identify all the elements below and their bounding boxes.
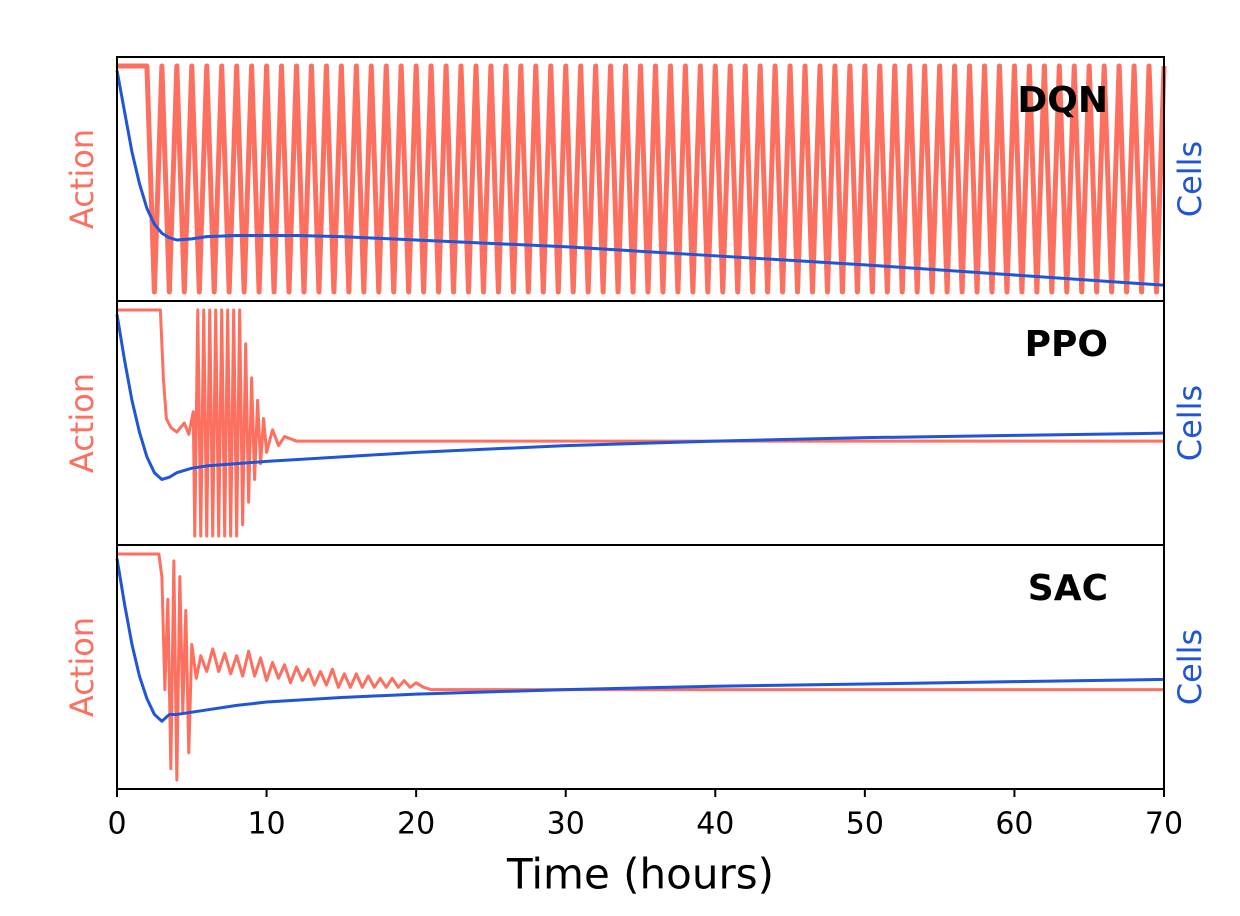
- panel-title: DQN: [1017, 80, 1108, 121]
- y2-axis-label: Cells: [1171, 385, 1209, 461]
- x-tick-label: 10: [247, 807, 285, 842]
- y-axis-label: Action: [63, 373, 101, 473]
- data-line: [117, 552, 1164, 782]
- panel-title: PPO: [1025, 324, 1108, 365]
- data-line: [115, 70, 1165, 287]
- data-line: [117, 63, 1167, 295]
- x-tick-label: 0: [107, 807, 126, 842]
- panel-frame: [116, 544, 1165, 790]
- data-line: [117, 308, 1164, 538]
- y2-axis-label: Cells: [1171, 141, 1209, 217]
- x-tick-label: 20: [397, 807, 435, 842]
- data-line: [115, 314, 1165, 481]
- x-axis-label: Time (hours): [506, 850, 774, 899]
- x-tick-label: 70: [1145, 807, 1183, 842]
- y-axis-label: Action: [63, 617, 101, 717]
- x-tick-label: 30: [547, 807, 585, 842]
- y-axis-label: Action: [63, 129, 101, 229]
- x-tick-label: 40: [696, 807, 734, 842]
- x-tick-label: 50: [846, 807, 884, 842]
- y2-axis-label: Cells: [1171, 629, 1209, 705]
- x-tick-label: 60: [995, 807, 1033, 842]
- panel-frame: [116, 300, 1165, 546]
- data-line: [115, 558, 1165, 723]
- panel-title: SAC: [1028, 568, 1108, 609]
